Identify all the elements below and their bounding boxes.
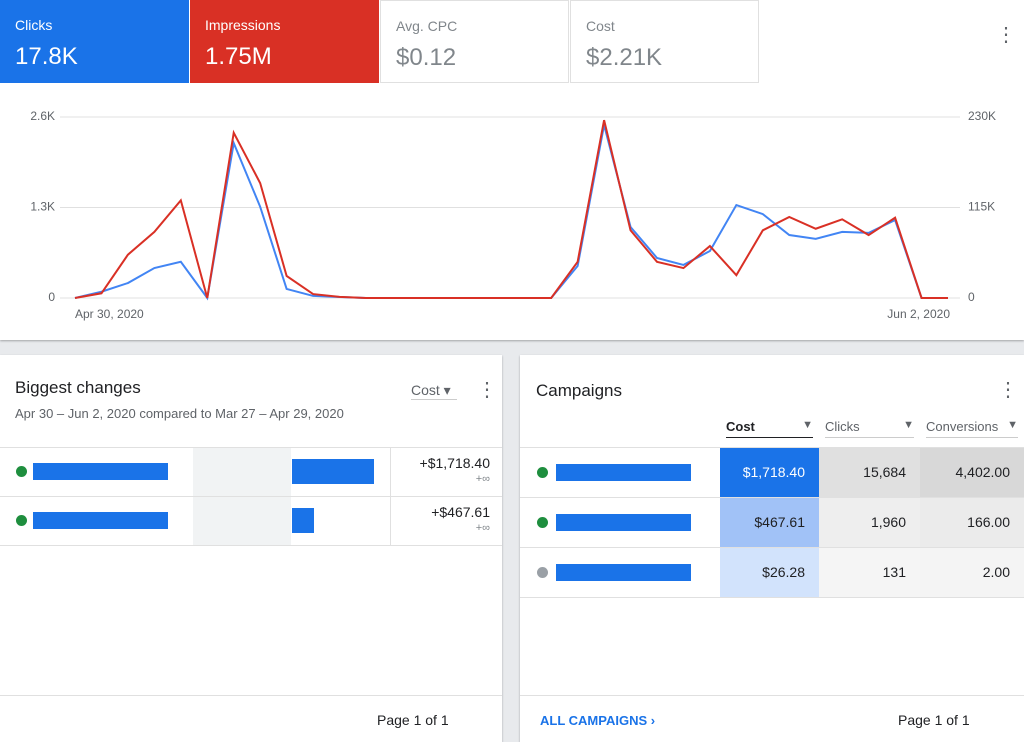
header-text: Conversions <box>926 419 999 434</box>
series-line <box>74 119 948 299</box>
redacted-name <box>33 463 168 480</box>
cell: 15,684 <box>819 448 920 497</box>
more-menu[interactable]: ⋮ <box>996 24 1016 46</box>
chart: 0 1.3K 2.6K 0 115K 230K Apr 30, 2020 Jun 2, 202… <box>30 109 996 321</box>
pagination: Page 1 of 1 <box>377 712 449 728</box>
change-value: +$1,718.40 <box>419 455 490 471</box>
cell: 131 <box>819 548 920 597</box>
redacted-name <box>556 464 691 481</box>
column-header[interactable]: Conversions ▼ <box>926 419 1018 438</box>
change-bar <box>292 508 315 533</box>
y2-tick-label: 115K <box>968 200 995 214</box>
change-value: +$467.61 <box>431 504 490 520</box>
metric-tile[interactable]: Clicks 17.8K <box>0 0 189 83</box>
status-dot <box>537 567 548 578</box>
column-header[interactable]: Clicks ▼ <box>825 419 914 438</box>
header-text: Cost <box>726 419 755 434</box>
change-bar <box>292 459 374 484</box>
x-tick-label: Apr 30, 2020 <box>75 307 144 321</box>
cell: 1,960 <box>819 498 920 547</box>
sort-arrow: ▼ <box>1007 419 1018 431</box>
status-dot <box>537 517 548 528</box>
metric-label: Impressions <box>205 17 281 33</box>
cell <box>193 448 291 496</box>
table: Cost ▼ Clicks ▼ Conversions ▼ $1,718.40 15,684 4… <box>520 415 1024 605</box>
sort-arrow: ▼ <box>802 419 813 431</box>
campaigns-card: Campaigns ⋮ Cost ▼ Clicks ▼ Conversions ▼ $1,7… <box>520 355 1024 742</box>
series-line <box>74 124 948 301</box>
metric-label: Cost <box>586 18 615 34</box>
divider <box>520 547 1024 548</box>
metric-value: $0.12 <box>396 44 457 71</box>
card-subtitle: Apr 30 – Jun 2, 2020 compared to Mar 27 … <box>15 406 344 421</box>
y-tick-label: 0 <box>48 290 55 304</box>
metric-tile[interactable]: Avg. CPC $0.12 <box>380 0 569 83</box>
pagination: Page 1 of 1 <box>898 712 970 728</box>
cell <box>193 497 291 545</box>
x-tick-label: Jun 2, 2020 <box>887 307 950 321</box>
rows: +$1,718.40 +∞ +$467.61 +∞ <box>0 447 502 547</box>
redacted-name <box>556 514 691 531</box>
redacted-name <box>33 512 168 529</box>
divider <box>0 496 502 497</box>
divider <box>0 447 502 448</box>
metric-dropdown[interactable]: Cost ▾ <box>411 382 457 400</box>
status-dot <box>16 466 27 477</box>
metric-value: $2.21K <box>586 44 663 71</box>
status-dot <box>16 515 27 526</box>
card-title: Biggest changes <box>15 378 141 397</box>
metric-tile[interactable]: Cost $2.21K <box>570 0 759 83</box>
cell: 4,402.00 <box>920 448 1024 497</box>
sort-arrow: ▼ <box>903 419 914 431</box>
metric-value: 17.8K <box>15 43 78 70</box>
more-menu[interactable]: ⋮ <box>998 379 1018 401</box>
divider <box>520 447 1024 448</box>
cell: 2.00 <box>920 548 1024 597</box>
divider <box>520 497 1024 498</box>
divider <box>0 545 502 546</box>
redacted-name <box>556 564 691 581</box>
metric-tile[interactable]: Impressions 1.75M <box>190 0 379 83</box>
column-header[interactable]: Cost ▼ <box>726 419 813 438</box>
y2-tick-label: 230K <box>968 109 996 123</box>
card-title: Campaigns <box>536 381 622 400</box>
link-text: ALL CAMPAIGNS <box>540 713 648 728</box>
more-menu[interactable]: ⋮ <box>477 379 497 401</box>
cell-divider <box>390 447 391 496</box>
all-campaigns-link[interactable]: ALL CAMPAIGNS › <box>540 713 656 728</box>
cell: $467.61 <box>720 498 819 547</box>
y-tick-label: 2.6K <box>30 109 55 123</box>
metric-label: Avg. CPC <box>396 18 458 34</box>
y-tick-label: 1.3K <box>30 200 55 214</box>
biggest-changes-card: Biggest changes Cost ▾ ⋮ Apr 30 – Jun 2,… <box>0 355 502 742</box>
header-text: Clicks <box>825 419 860 434</box>
metric-label: Clicks <box>15 17 53 33</box>
cell: $1,718.40 <box>720 448 819 497</box>
cell-divider <box>390 496 391 545</box>
cell: 166.00 <box>920 498 1024 547</box>
status-dot <box>537 467 548 478</box>
dropdown-label: Cost <box>411 382 440 398</box>
metric-value: 1.75M <box>205 43 272 70</box>
change-percent: +∞ <box>475 522 490 534</box>
cell: $26.28 <box>720 548 819 597</box>
change-percent: +∞ <box>475 473 490 485</box>
y2-tick-label: 0 <box>968 290 975 304</box>
divider <box>520 597 1024 598</box>
